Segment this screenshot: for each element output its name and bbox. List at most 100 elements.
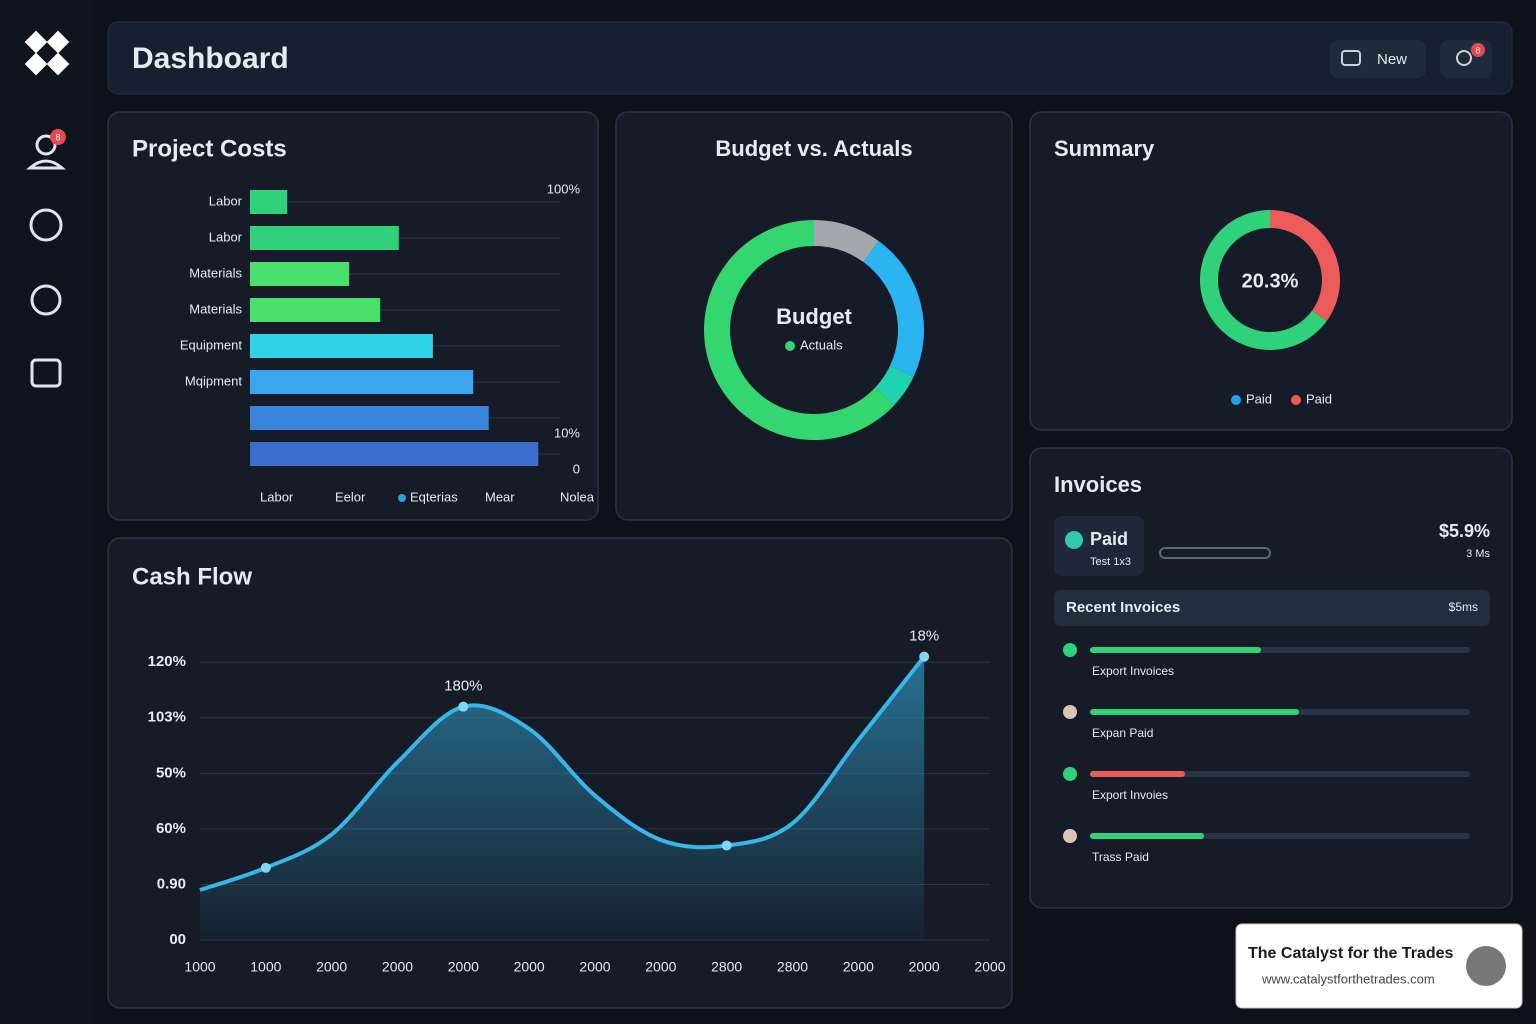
donut-segment [703, 220, 895, 440]
progress-track [1159, 547, 1271, 559]
panel-title: Summary [1054, 136, 1155, 161]
marker [721, 840, 732, 851]
progress-bar [1090, 771, 1185, 777]
legend-dot [1231, 395, 1241, 405]
donut-segment [1270, 210, 1341, 322]
donut-segment [814, 220, 879, 263]
branding-box [1235, 923, 1523, 1009]
header [107, 21, 1513, 95]
amount: $5.9% [1439, 521, 1490, 541]
y-tick-label: 00 [169, 931, 186, 948]
new-button[interactable] [1330, 40, 1426, 78]
bar [250, 442, 539, 466]
marker [919, 651, 930, 662]
row-dot [1063, 829, 1077, 843]
bar [250, 298, 381, 322]
area [200, 656, 925, 940]
x-tick-label: 2000 [514, 959, 545, 975]
profile-icon [1456, 50, 1472, 66]
recent-amount: $5ms [1449, 600, 1478, 614]
category-label: Labor [209, 229, 243, 244]
progress-bar [1090, 833, 1204, 839]
panel-title: Project Costs [132, 135, 287, 162]
panel-title: Cash Flow [132, 563, 252, 590]
bar [250, 370, 474, 394]
row-name: Trass Paid [1092, 850, 1149, 864]
status-sub: Test 1x3 [1090, 556, 1131, 568]
line [199, 655, 926, 892]
category-label: Labor [209, 193, 243, 208]
row-dot [1063, 705, 1077, 719]
x-tick-label: 1000 [184, 959, 215, 975]
bar [250, 226, 399, 250]
amount-sub: 3 Ms [1466, 548, 1490, 560]
legend-dot [1291, 395, 1301, 405]
recent-header [1054, 590, 1490, 626]
status: Paid [1090, 529, 1128, 549]
legend-label: Paid [1246, 391, 1272, 406]
branding-name: The Catalyst for the Trades [1248, 945, 1453, 962]
row-name: Export Invoies [1092, 788, 1168, 802]
cloud-icon[interactable] [29, 208, 63, 242]
x-tick-label: 2000 [316, 959, 347, 975]
x-tick-label: 2000 [448, 959, 479, 975]
chat-icon [1341, 50, 1361, 66]
header-badge-dot [1471, 43, 1485, 57]
x-label: Eqterias [410, 489, 458, 504]
side-label: 100% [547, 181, 581, 196]
status-dot [1065, 531, 1083, 549]
row-name: Expan Paid [1092, 726, 1153, 740]
donut-center: Budget [776, 304, 852, 329]
x-label: Mear [485, 489, 515, 504]
user-icon[interactable] [35, 134, 57, 156]
x-tick-label: 2000 [909, 959, 940, 975]
category-label: Materials [189, 265, 242, 280]
panel-title: Budget vs. Actuals [715, 136, 912, 161]
row-dot [1063, 767, 1077, 781]
x-tick-label: 2000 [843, 959, 874, 975]
new-button-label: New [1377, 51, 1407, 68]
legend-dot [785, 341, 795, 351]
panel-title: Invoices [1054, 472, 1142, 497]
sidebar-badge: 8 [55, 132, 60, 142]
donut-segment [863, 241, 924, 377]
x-tick-label: 1000 [250, 959, 281, 975]
link-icon[interactable] [30, 284, 62, 316]
x-tick-label: 2800 [711, 959, 742, 975]
row-track [1090, 771, 1470, 777]
page-title: Dashboard [132, 42, 289, 75]
branding-url: www.catalystforthetrades.com [1261, 971, 1435, 986]
category-label: Equipment [180, 337, 243, 352]
x-label: Labor [260, 489, 294, 504]
recent-title: Recent Invoices [1066, 599, 1180, 616]
marker [458, 701, 469, 712]
x-tick-label: 2000 [579, 959, 610, 975]
x-label: Eelor [335, 489, 366, 504]
side-label: 0 [573, 461, 580, 476]
bar [250, 262, 350, 286]
bar [250, 190, 288, 214]
logo [24, 30, 70, 76]
marker [260, 862, 271, 873]
x-tick-label: 2000 [382, 959, 413, 975]
bar [250, 334, 433, 358]
user-icon-body [26, 159, 66, 170]
y-tick-label: 0.90 [157, 875, 186, 892]
donut-center: 20.3% [1242, 270, 1299, 292]
legend-label: Actuals [800, 337, 843, 352]
sidebar [0, 0, 92, 1024]
grid-icon[interactable] [30, 358, 62, 388]
y-tick-label: 50% [156, 764, 186, 781]
x-tick-label: 2000 [974, 959, 1005, 975]
legend-label: Paid [1306, 391, 1332, 406]
profile-button[interactable] [1440, 40, 1492, 78]
header-badge: 8 [1475, 45, 1480, 55]
category-label: Materials [189, 301, 242, 316]
y-tick-label: 60% [156, 820, 186, 837]
row-name: Export Invoices [1092, 664, 1174, 678]
y-tick-label: 103% [148, 709, 186, 726]
legend-dot [398, 494, 406, 502]
annotation: 18% [909, 628, 939, 645]
